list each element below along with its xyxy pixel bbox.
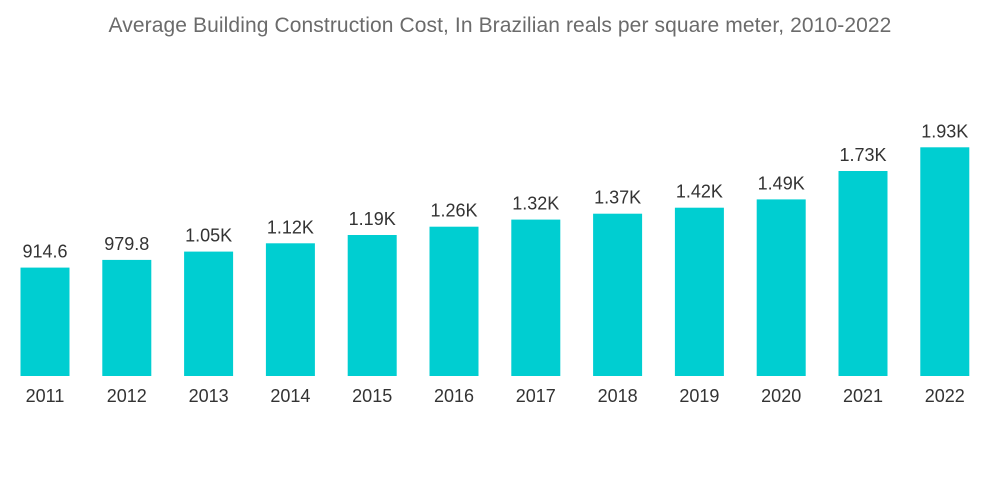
data-label-2021: 1.73K <box>839 145 886 165</box>
data-label-2019: 1.42K <box>676 182 723 202</box>
bar-2019 <box>674 207 724 376</box>
data-label-2014: 1.12K <box>267 217 314 237</box>
x-tick-2016: 2016 <box>434 386 474 406</box>
bar-2012 <box>102 259 152 376</box>
bar-2013 <box>184 251 234 376</box>
x-tick-2012: 2012 <box>107 386 147 406</box>
bar-2015 <box>347 235 397 376</box>
chart-title: Average Building Construction Cost, In B… <box>108 14 892 37</box>
bar-2011 <box>20 267 70 376</box>
data-label-2015: 1.19K <box>349 209 396 229</box>
bars-group <box>20 147 970 376</box>
bar-2016 <box>429 226 479 376</box>
data-label-2012: 979.8 <box>104 234 149 254</box>
x-tick-2018: 2018 <box>598 386 638 406</box>
x-tick-2011: 2011 <box>26 386 65 406</box>
x-tick-2021: 2021 <box>843 386 883 406</box>
data-label-2011: 914.6 <box>22 242 67 262</box>
data-label-2017: 1.32K <box>512 194 559 214</box>
data-label-2013: 1.05K <box>185 226 232 246</box>
x-tick-2020: 2020 <box>761 386 801 406</box>
x-tick-2013: 2013 <box>189 386 229 406</box>
bar-2017 <box>511 219 561 376</box>
x-tick-2014: 2014 <box>270 386 310 406</box>
bar-2020 <box>756 199 806 376</box>
bar-2018 <box>593 213 643 376</box>
bar-2022 <box>920 147 970 376</box>
x-tick-2022: 2022 <box>925 386 965 406</box>
x-tick-2017: 2017 <box>516 386 556 406</box>
bar-2021 <box>838 171 888 376</box>
data-label-2018: 1.37K <box>594 188 641 208</box>
data-label-2022: 1.93K <box>921 121 968 141</box>
data-label-2016: 1.26K <box>430 201 477 221</box>
x-axis-ticks: 2011 2012 2013 2014 2015 2016 2017 2018 2019 2020… <box>26 386 965 406</box>
data-label-2020: 1.49K <box>758 173 805 193</box>
x-tick-2015: 2015 <box>352 386 392 406</box>
x-tick-2019: 2019 <box>679 386 719 406</box>
data-labels-group: 914.6 979.8 1.05K 1.12K 1.19K 1.26K 1.32K 1.37K… <box>22 121 968 261</box>
bar-2014 <box>265 243 315 376</box>
